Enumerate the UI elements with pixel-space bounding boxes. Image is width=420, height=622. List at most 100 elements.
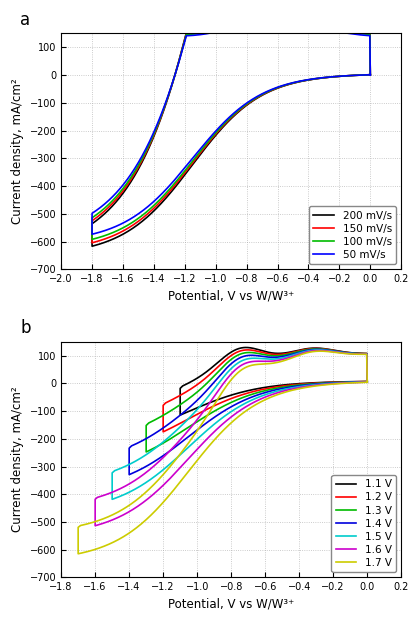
Line: 1.4 V: 1.4 V <box>129 350 367 475</box>
1.7 V <box>288 387 293 394</box>
1.7 V <box>365 379 370 386</box>
1.7 V <box>91 519 96 526</box>
Text: b: b <box>20 319 31 337</box>
150 mV/s <box>294 78 299 86</box>
1.7 V <box>318 348 323 355</box>
1.3 V <box>215 406 220 413</box>
1.2 V <box>365 378 370 385</box>
100 mV/s <box>252 19 257 27</box>
1.4 V <box>365 378 370 386</box>
Text: a: a <box>20 11 31 29</box>
1.3 V <box>365 378 370 386</box>
1.6 V <box>181 460 186 468</box>
100 mV/s <box>180 170 185 177</box>
1.1 V <box>187 379 192 386</box>
50 mV/s <box>252 21 257 29</box>
1.7 V <box>267 394 272 401</box>
1.1 V <box>365 378 370 385</box>
Line: 200 mV/s: 200 mV/s <box>92 21 370 246</box>
1.6 V <box>365 378 370 386</box>
1.1 V <box>178 411 183 419</box>
200 mV/s <box>116 196 121 203</box>
Line: 1.5 V: 1.5 V <box>112 350 367 499</box>
Line: 1.3 V: 1.3 V <box>146 349 367 452</box>
Legend: 200 mV/s, 150 mV/s, 100 mV/s, 50 mV/s: 200 mV/s, 150 mV/s, 100 mV/s, 50 mV/s <box>309 207 396 264</box>
50 mV/s <box>368 71 373 78</box>
1.6 V <box>273 389 278 397</box>
1.6 V <box>365 378 370 386</box>
1.3 V <box>164 409 169 417</box>
1.3 V <box>144 448 149 456</box>
150 mV/s <box>368 71 373 78</box>
1.4 V <box>204 419 209 427</box>
50 mV/s <box>294 78 299 86</box>
200 mV/s <box>368 71 373 78</box>
1.5 V <box>365 378 370 386</box>
1.4 V <box>365 378 370 386</box>
100 mV/s <box>274 85 279 92</box>
1.6 V <box>93 522 98 529</box>
1.7 V <box>365 379 370 386</box>
50 mV/s <box>89 231 94 238</box>
1.5 V <box>123 463 128 470</box>
Y-axis label: Current density, mA/cm²: Current density, mA/cm² <box>11 78 24 224</box>
1.2 V <box>180 391 185 398</box>
1.6 V <box>107 490 112 497</box>
1.1 V <box>365 378 370 385</box>
1.6 V <box>118 485 123 492</box>
X-axis label: Potential, V vs W/W³⁺: Potential, V vs W/W³⁺ <box>168 290 294 303</box>
200 mV/s <box>368 71 373 78</box>
1.4 V <box>149 432 154 439</box>
50 mV/s <box>116 187 121 195</box>
200 mV/s <box>274 85 279 92</box>
150 mV/s <box>116 193 121 201</box>
1.4 V <box>315 346 320 353</box>
1.5 V <box>365 378 370 386</box>
Legend: 1.1 V, 1.2 V, 1.3 V, 1.4 V, 1.5 V, 1.6 V, 1.7 V: 1.1 V, 1.2 V, 1.3 V, 1.4 V, 1.5 V, 1.6 V… <box>331 475 396 572</box>
100 mV/s <box>116 191 121 198</box>
1.6 V <box>317 347 322 355</box>
50 mV/s <box>274 84 279 91</box>
1.6 V <box>129 507 134 514</box>
150 mV/s <box>368 71 373 78</box>
200 mV/s <box>180 174 185 182</box>
100 mV/s <box>368 71 373 78</box>
1.7 V <box>170 488 175 496</box>
1.2 V <box>310 379 315 387</box>
1.2 V <box>296 381 301 388</box>
1.5 V <box>110 496 115 503</box>
Line: 50 mV/s: 50 mV/s <box>92 25 370 234</box>
1.3 V <box>365 378 370 386</box>
1.5 V <box>279 386 284 394</box>
1.7 V <box>76 550 81 557</box>
Line: 150 mV/s: 150 mV/s <box>92 22 370 243</box>
1.5 V <box>297 383 302 391</box>
50 mV/s <box>180 167 185 174</box>
1.1 V <box>195 374 200 382</box>
1.3 V <box>306 381 311 388</box>
Line: 1.1 V: 1.1 V <box>180 348 367 415</box>
1.2 V <box>171 395 176 402</box>
1.2 V <box>227 396 232 403</box>
50 mV/s <box>126 216 131 224</box>
1.1 V <box>202 401 207 409</box>
Line: 1.6 V: 1.6 V <box>95 351 367 526</box>
1.3 V <box>173 432 178 440</box>
200 mV/s <box>104 208 109 216</box>
1.4 V <box>302 381 307 389</box>
100 mV/s <box>294 78 299 86</box>
200 mV/s <box>89 243 94 250</box>
Line: 1.7 V: 1.7 V <box>78 351 367 554</box>
1.1 V <box>315 379 320 386</box>
150 mV/s <box>126 224 131 231</box>
150 mV/s <box>89 239 94 246</box>
1.4 V <box>139 437 144 445</box>
1.4 V <box>127 471 132 478</box>
1.6 V <box>292 384 297 392</box>
200 mV/s <box>126 227 131 234</box>
100 mV/s <box>368 71 373 78</box>
1.3 V <box>314 345 319 353</box>
Line: 100 mV/s: 100 mV/s <box>92 23 370 239</box>
1.1 V <box>244 344 249 351</box>
1.5 V <box>193 437 198 445</box>
